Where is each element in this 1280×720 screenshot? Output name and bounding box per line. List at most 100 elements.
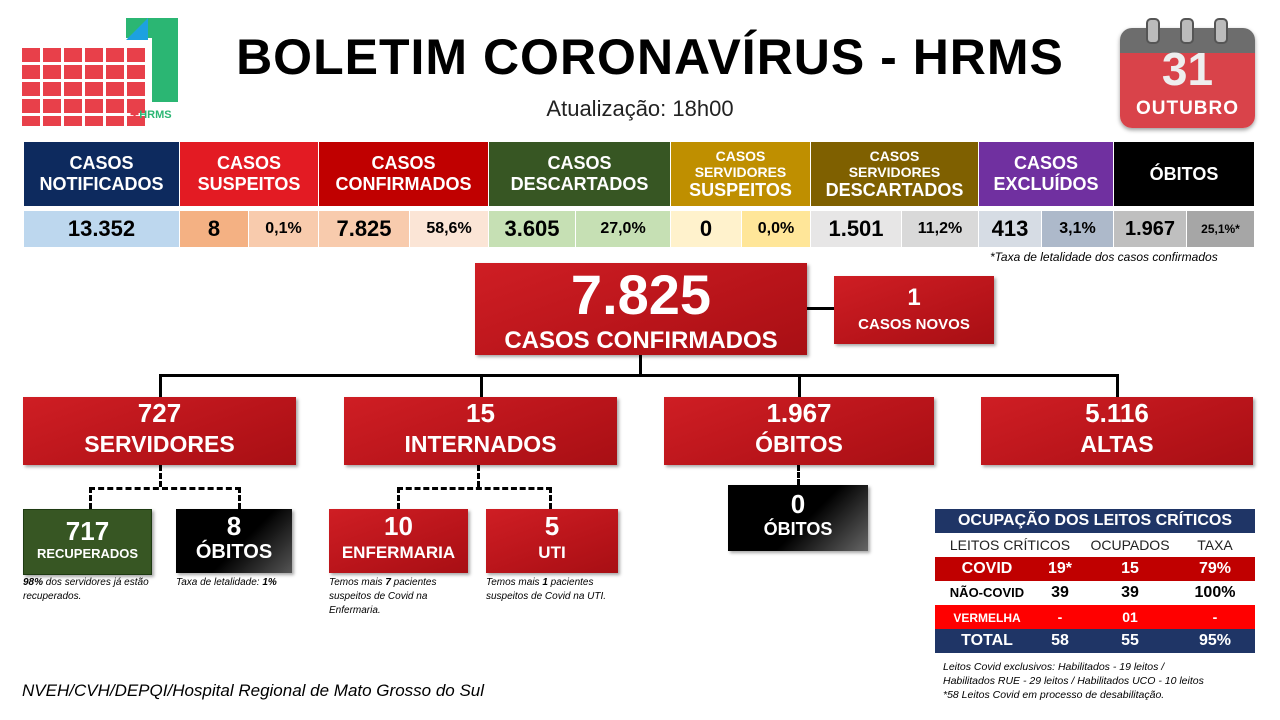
altas-label: ALTAS <box>1080 431 1154 457</box>
occupancy-table: OCUPAÇÃO DOS LEITOS CRÍTICOS LEITOS CRÍT… <box>935 509 1255 653</box>
occupancy-header: LEITOS CRÍTICOS <box>935 533 1085 557</box>
letalidade-note: *Taxa de letalidade dos casos confirmado… <box>990 250 1218 264</box>
logo-grid-shape <box>22 48 146 126</box>
header-casos-confirmados: CASOS CONFIRMADOS <box>319 142 489 206</box>
value-suspeitos: 8 <box>180 211 249 247</box>
update-time: Atualização: 18h00 <box>546 96 734 121</box>
row-taxa: 79% <box>1175 557 1255 581</box>
value-obitos: 1.967 <box>1114 211 1187 247</box>
value-servidores-descartados: 1.501 <box>811 211 902 247</box>
tree-connector <box>798 374 801 398</box>
calendar-month: OUTUBRO <box>1135 98 1240 119</box>
percent-suspeitos: 0,1% <box>249 211 319 247</box>
header-casos-excluidos: CASOS EXCLUÍDOS <box>979 142 1114 206</box>
new-cases-box: 1 CASOS NOVOS <box>834 276 994 344</box>
altas-box: 5.116 ALTAS <box>981 397 1253 465</box>
value-excluidos: 413 <box>979 211 1042 247</box>
header-obitos: ÓBITOS <box>1114 142 1255 206</box>
dashed-connector <box>797 465 800 485</box>
tree-connector <box>639 355 642 375</box>
recuperados-value: 717 <box>65 516 110 546</box>
obitos-servidores-note: Taxa de letalidade: 1% <box>176 577 277 588</box>
obitos-value: 1.967 <box>766 398 832 428</box>
internados-box: 15 INTERNADOS <box>344 397 617 465</box>
percent-excluidos: 3,1% <box>1042 211 1114 247</box>
altas-value: 5.116 <box>1085 398 1149 428</box>
uti-note: Temos mais 1 pacientes suspeitos de Covi… <box>486 577 607 602</box>
enfermaria-box: 10 ENFERMARIA <box>329 509 468 573</box>
dashed-connector <box>159 465 162 487</box>
row-label: TOTAL 58 <box>935 629 1085 653</box>
obitos-box: 1.967 ÓBITOS <box>664 397 934 465</box>
obitos-servidores-label: ÓBITOS <box>195 541 273 563</box>
percent-obitos: 25,1%* <box>1187 211 1255 247</box>
value-servidores-suspeitos: 0 <box>671 211 742 247</box>
tree-connector <box>159 374 1119 377</box>
hrms-logo: ✚HRMS <box>22 18 182 126</box>
table-row: COVID 19* 15 79% <box>935 557 1255 581</box>
dashed-connector <box>477 465 480 487</box>
percent-descartados: 27,0% <box>576 211 671 247</box>
header-casos-suspeitos: CASOS SUSPEITOS <box>180 142 319 206</box>
value-notificados: 13.352 <box>24 211 180 247</box>
header-servidores-suspeitos: CASOS SERVIDORES SUSPEITOS <box>671 142 811 206</box>
confirmed-label: CASOS CONFIRMADOS <box>504 327 778 354</box>
occupancy-header: TAXA <box>1175 533 1255 557</box>
enfermaria-note: Temos mais 7 pacientes suspeitos de Covi… <box>329 577 437 616</box>
calendar-ring <box>1214 18 1228 44</box>
occupancy-title: OCUPAÇÃO DOS LEITOS CRÍTICOS <box>935 509 1255 533</box>
calendar-day: 31 <box>1161 43 1214 95</box>
servidores-value: 727 <box>137 398 182 428</box>
row-label: COVID 19* <box>935 557 1085 581</box>
internados-value: 15 <box>466 398 495 428</box>
table-row: NÃO-COVID 39 39 100% <box>935 581 1255 605</box>
new-cases-value: 1 <box>907 284 921 311</box>
row-label: NÃO-COVID 39 <box>935 581 1085 605</box>
row-taxa: 95% <box>1175 629 1255 653</box>
row-ocupados: 55 <box>1085 629 1175 653</box>
dashed-connector <box>238 487 241 509</box>
row-taxa: 100% <box>1175 581 1255 605</box>
occupancy-footnote: Leitos Covid exclusivos: Habilitados - 1… <box>943 661 1204 701</box>
logo-green-column <box>152 18 178 102</box>
obitos-label: ÓBITOS <box>755 431 843 457</box>
value-confirmados: 7.825 <box>319 211 410 247</box>
recuperados-label: RECUPERADOS <box>36 546 139 561</box>
value-descartados: 3.605 <box>489 211 576 247</box>
header-casos-descartados: CASOS DESCARTADOS <box>489 142 671 206</box>
header-servidores-descartados: CASOS SERVIDORES DESCARTADOS <box>811 142 979 206</box>
logo-text: ✚HRMS <box>130 109 172 121</box>
obitos-dia-label: ÓBITOS <box>763 519 833 539</box>
recuperados-note: 98% dos servidores já estão recuperados. <box>23 577 149 602</box>
confirmed-cases-box: 7.825 CASOS CONFIRMADOS <box>475 263 807 355</box>
percent-servidores-suspeitos: 0,0% <box>742 211 811 247</box>
dashed-connector <box>397 487 552 490</box>
calendar-ring <box>1180 18 1194 44</box>
row-taxa: - <box>1175 605 1255 629</box>
calendar-body <box>1120 28 1255 128</box>
enfermaria-value: 10 <box>384 511 413 541</box>
table-row: VERMELHA - 01 - <box>935 605 1255 629</box>
page-title: BOLETIM CORONAVÍRUS - HRMS <box>236 29 1064 85</box>
confirmed-value: 7.825 <box>570 263 712 326</box>
connector-new-cases <box>807 307 834 310</box>
tree-connector <box>159 374 162 398</box>
obitos-servidores-value: 8 <box>226 511 242 541</box>
header-casos-notificados: CASOS NOTIFICADOS <box>24 142 180 206</box>
uti-value: 5 <box>544 511 560 541</box>
percent-confirmados: 58,6% <box>410 211 489 247</box>
dashed-connector <box>549 487 552 509</box>
row-ocupados: 15 <box>1085 557 1175 581</box>
dashed-connector <box>89 487 92 509</box>
new-cases-label: CASOS NOVOS <box>858 316 970 333</box>
uti-box: 5 UTI <box>486 509 618 573</box>
obitos-servidores-box: 8 ÓBITOS <box>176 509 292 573</box>
internados-label: INTERNADOS <box>404 431 557 457</box>
footer-source: NVEH/CVH/DEPQI/Hospital Regional de Mato… <box>22 681 485 700</box>
recuperados-box: 717 RECUPERADOS <box>23 509 152 575</box>
table-row: TOTAL 58 55 95% <box>935 629 1255 653</box>
enfermaria-label: ENFERMARIA <box>341 543 456 562</box>
calendar-icon: 31 OUTUBRO <box>1120 18 1255 130</box>
servidores-label: SERVIDORES <box>84 431 235 457</box>
occupancy-header: OCUPADOS <box>1085 533 1175 557</box>
